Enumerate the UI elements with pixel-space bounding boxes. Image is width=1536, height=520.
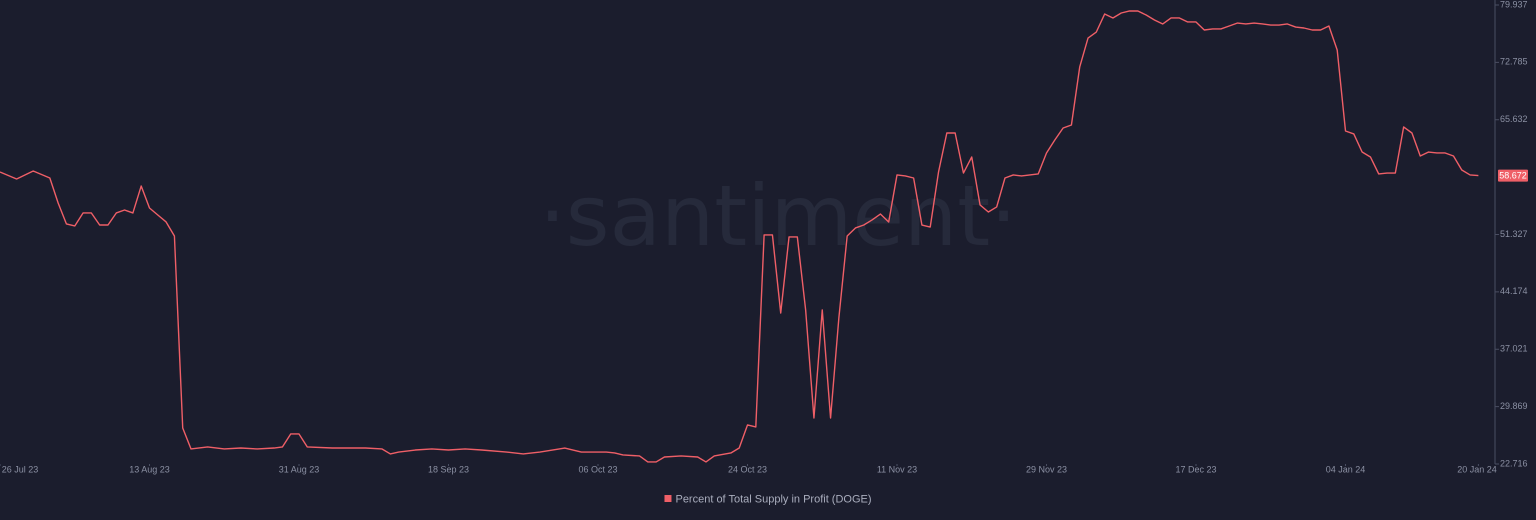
y-tick-label: 29.869 [1500,401,1528,411]
legend: Percent of Total Supply in Profit (DOGE) [664,493,872,505]
x-tick-label: 31 Aug 23 [279,464,320,474]
x-tick-label: 13 Aug 23 [129,464,170,474]
x-tick-label: 18 Sep 23 [428,464,469,474]
x-tick-label: 06 Oct 23 [578,464,617,474]
y-tick-label: 37.021 [1500,344,1528,354]
last-value-box [1498,169,1528,182]
y-tick-label: 44.174 [1500,286,1528,296]
x-tick-label: 24 Oct 23 [728,464,767,474]
y-tick-label: 51.327 [1500,229,1528,239]
data-line [0,10,1479,463]
y-tick-label: 79.937 [1500,0,1528,9]
x-tick-label: 20 Jan 24 [1457,464,1497,474]
x-tick-label: 11 Nov 23 [877,464,917,474]
y-tick-label: 72.785 [1500,57,1528,67]
y-tick-label: 65.632 [1500,114,1528,124]
watermark: ·santiment· [539,167,1017,265]
legend-label: Percent of Total Supply in Profit (DOGE) [675,493,871,505]
x-tick-label: 29 Nov 23 [1026,464,1067,474]
y-tick-label: 22.716 [1500,458,1528,468]
last-value-label: 58.672 [1499,170,1527,180]
x-tick-label: 04 Jan 24 [1326,464,1366,474]
x-tick-label: 26 Jul 23 [2,464,39,474]
x-tick-label: 17 Dec 23 [1175,464,1216,474]
legend-swatch [664,495,672,502]
